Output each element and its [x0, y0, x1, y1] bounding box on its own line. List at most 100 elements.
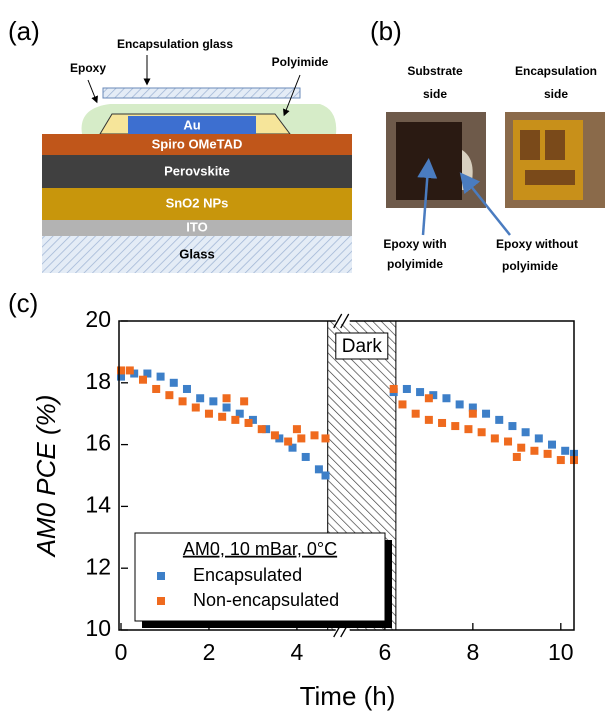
photo-label: side [544, 87, 568, 101]
data-point [530, 447, 538, 455]
data-point [504, 438, 512, 446]
data-point [152, 385, 160, 393]
layer-label: ITO [186, 219, 207, 234]
y-tick-label: 18 [85, 368, 111, 394]
panel-label: (c) [8, 288, 38, 318]
x-tick-label: 6 [378, 639, 391, 665]
layer-label: Perovskite [164, 163, 230, 178]
photo-detail [396, 122, 462, 200]
x-tick-label: 0 [115, 639, 128, 665]
y-tick-label: 10 [85, 615, 111, 641]
photo-label: Substrate [407, 64, 463, 78]
data-point [451, 422, 459, 430]
legend-label: Encapsulated [193, 565, 302, 585]
data-point [398, 400, 406, 408]
data-point [412, 410, 420, 418]
legend-marker [157, 572, 165, 580]
legend-marker [157, 597, 165, 605]
data-point [425, 394, 433, 402]
data-point [302, 453, 310, 461]
panel-label: (b) [370, 16, 402, 46]
photo-label: side [423, 87, 447, 101]
annotation: Encapsulation glass [117, 37, 233, 51]
data-point [548, 441, 556, 449]
data-point [258, 425, 266, 433]
data-point [438, 419, 446, 427]
data-point [495, 416, 503, 424]
data-point [240, 397, 248, 405]
data-point [425, 416, 433, 424]
data-point [157, 373, 165, 381]
data-point [522, 428, 530, 436]
data-point [297, 434, 305, 442]
legend-title: AM0, 10 mBar, 0°C [183, 539, 337, 559]
y-axis-label: AM0 PCE (%) [31, 395, 61, 559]
data-point [223, 404, 231, 412]
y-tick-label: 12 [85, 553, 111, 579]
figure: (a) Au Spiro OMeTAD Perovskite SnO2 NPs … [0, 0, 613, 719]
data-point [218, 413, 226, 421]
data-point [165, 391, 173, 399]
panel-label: (a) [8, 16, 40, 46]
data-point [403, 385, 411, 393]
data-point [469, 410, 477, 418]
data-point [390, 385, 398, 393]
layer-label: Spiro OMeTAD [152, 136, 243, 151]
data-point [192, 404, 200, 412]
data-point [126, 366, 134, 374]
arrow-label: Epoxy with [383, 237, 446, 251]
data-point [196, 394, 204, 402]
data-point [231, 416, 239, 424]
data-point [508, 422, 516, 430]
arrow-label: Epoxy without [496, 237, 578, 251]
data-point [491, 434, 499, 442]
x-tick-label: 2 [203, 639, 216, 665]
y-tick-label: 14 [85, 491, 111, 517]
legend-label: Non-encapsulated [193, 590, 339, 610]
x-tick-label: 10 [548, 639, 574, 665]
data-point [179, 397, 187, 405]
photo-label: Encapsulation [515, 64, 597, 78]
panel-b: (b) Substrate side Encapsulation side Ep… [370, 16, 605, 273]
data-point [322, 434, 330, 442]
data-point [464, 425, 472, 433]
data-point [293, 425, 301, 433]
data-point [170, 379, 178, 387]
layer-label: Glass [179, 246, 214, 261]
data-point [517, 444, 525, 452]
y-tick-label: 16 [85, 430, 111, 456]
data-point [544, 450, 552, 458]
data-point [561, 447, 569, 455]
data-point [442, 394, 450, 402]
data-point [311, 431, 319, 439]
arrow [88, 80, 96, 100]
data-point [223, 394, 231, 402]
data-point [416, 388, 424, 396]
panel-a: (a) Au Spiro OMeTAD Perovskite SnO2 NPs … [8, 16, 352, 273]
x-axis-label: Time (h) [300, 681, 396, 711]
data-point [478, 428, 486, 436]
data-point [245, 419, 253, 427]
chart: Dark 0 2 4 6 8 10 10 12 14 16 18 20 Time (h) AM0 PCE (… [31, 306, 578, 711]
arrow-label: polyimide [387, 257, 443, 271]
x-tick-label: 4 [291, 639, 304, 665]
x-tick-label: 8 [466, 639, 479, 665]
data-point [271, 431, 279, 439]
y-tick-label: 20 [85, 306, 111, 332]
annotation: Epoxy [70, 61, 106, 75]
data-point [513, 453, 521, 461]
data-point [284, 438, 292, 446]
region-label: Dark [342, 336, 383, 357]
layer-label: Au [183, 117, 200, 132]
data-point [139, 376, 147, 384]
arrow-label: polyimide [502, 259, 558, 273]
data-point [322, 472, 330, 480]
data-point [535, 434, 543, 442]
data-point [183, 385, 191, 393]
encapsulation-glass [103, 88, 300, 98]
data-point [117, 366, 125, 374]
data-point [209, 397, 217, 405]
data-point [205, 410, 213, 418]
annotation: Polyimide [272, 55, 329, 69]
data-point [482, 410, 490, 418]
